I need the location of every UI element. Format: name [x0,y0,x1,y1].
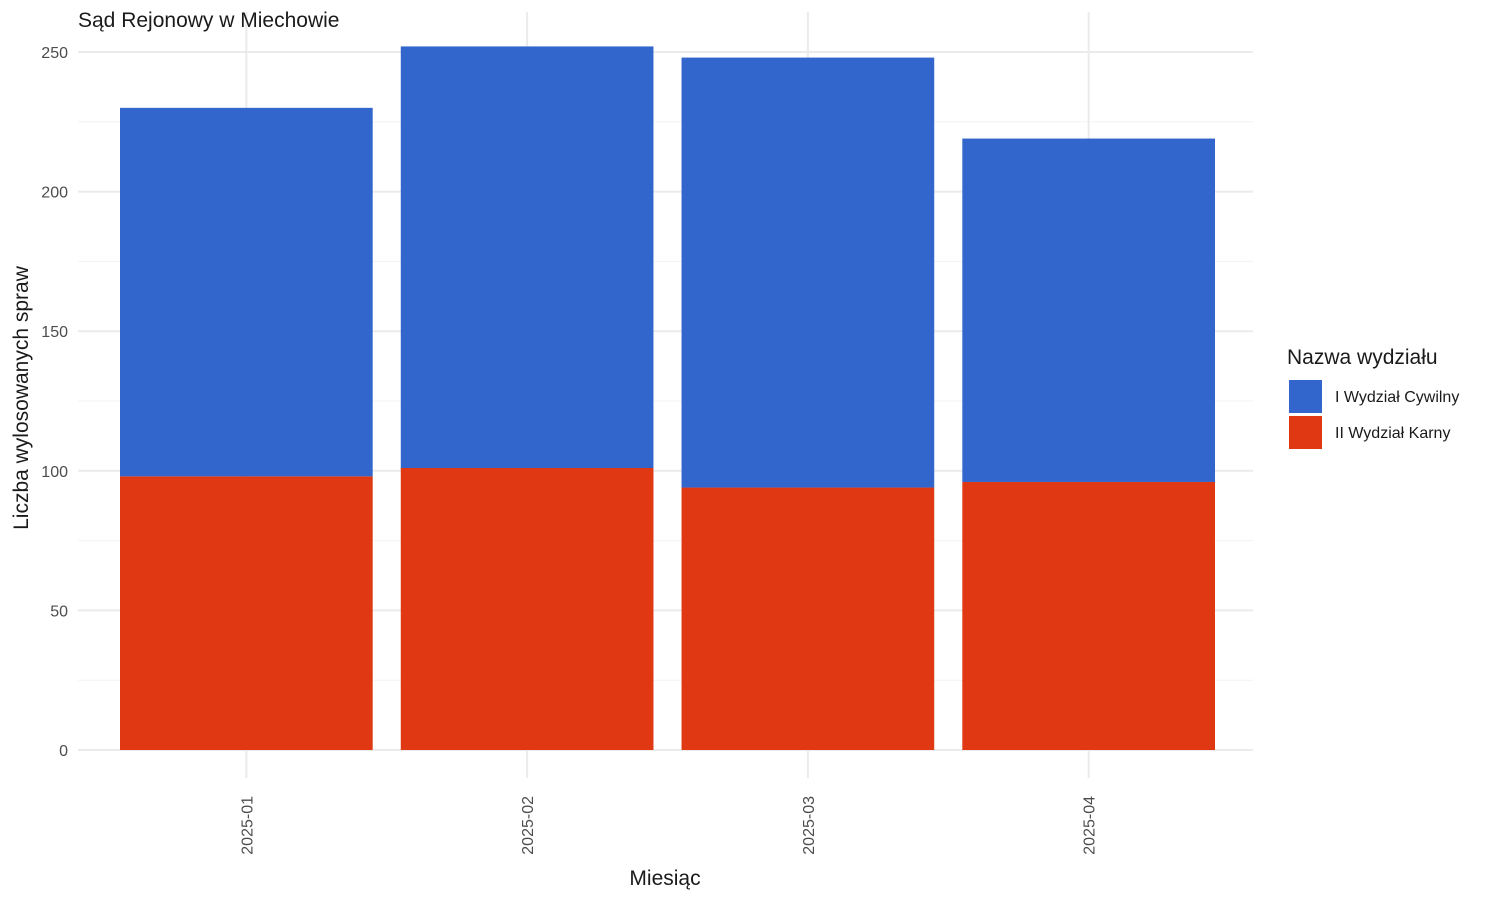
bar-segment [120,476,373,750]
y-tick-label: 250 [41,45,68,62]
y-tick-label: 50 [50,603,68,620]
y-tick-label: 150 [41,324,68,341]
legend-label: II Wydział Karny [1335,425,1450,442]
legend: Nazwa wydziału I Wydział Cywilny II Wydzi… [1287,346,1459,449]
x-tick-label: 2025-04 [1082,796,1099,855]
x-axis-title: Miesiąc [629,867,700,890]
legend-items: I Wydział Cywilny II Wydział Karny [1289,380,1459,449]
legend-swatch [1289,380,1322,413]
bar-segment [962,481,1215,750]
bar-segment [400,468,654,750]
x-axis-ticks: 2025-01 2025-02 2025-03 2025-04 [239,796,1098,855]
bar-segment [681,487,935,750]
bar-segment [400,46,654,469]
bar-segment [120,107,373,477]
y-axis-title: Liczba wylosowanych spraw [10,265,33,530]
bar-segment [681,57,935,488]
y-tick-label: 200 [41,185,68,202]
y-axis-ticks: 0 50 100 150 200 250 [41,45,68,760]
x-tick-label: 2025-02 [520,796,537,855]
bars [120,46,1215,750]
x-tick-label: 2025-01 [239,796,256,855]
legend-swatch [1289,416,1322,449]
legend-title: Nazwa wydziału [1287,346,1438,369]
chart-title: Sąd Rejonowy w Miechowie [78,9,339,32]
y-tick-label: 100 [41,464,68,481]
y-tick-label: 0 [59,743,68,760]
legend-label: I Wydział Cywilny [1335,389,1459,406]
x-tick-label: 2025-03 [801,796,818,855]
bar-segment [962,138,1215,482]
